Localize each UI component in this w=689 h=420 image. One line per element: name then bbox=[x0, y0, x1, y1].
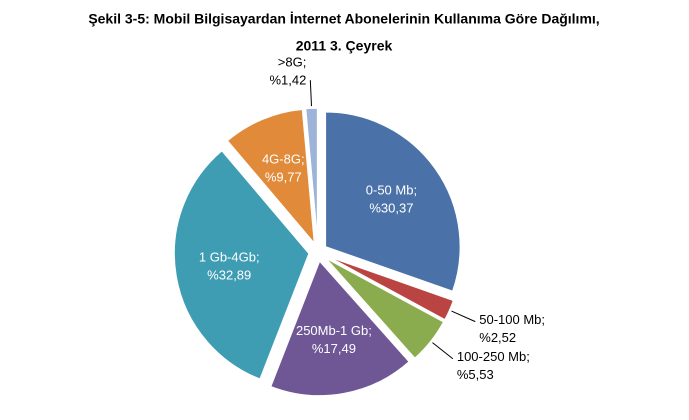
pie-slice bbox=[269, 259, 411, 397]
data-label: 250Mb-1 Gb; bbox=[296, 323, 372, 338]
data-label: 0-50 Mb; bbox=[366, 182, 417, 197]
leader-line bbox=[309, 80, 312, 107]
leader-line bbox=[432, 342, 454, 360]
chart-title: 2011 3. Çeyrek bbox=[296, 38, 393, 54]
data-label: %30,37 bbox=[369, 200, 413, 215]
data-label: %5,53 bbox=[457, 367, 494, 382]
data-label: 50-100 Mb; bbox=[479, 312, 545, 327]
pie-slice bbox=[324, 256, 445, 360]
chart-title: Şekil 3-5: Mobil Bilgisayardan İnternet … bbox=[88, 11, 599, 27]
pie-slice bbox=[324, 111, 462, 293]
data-label: %9,77 bbox=[265, 169, 302, 184]
pie-slice bbox=[226, 108, 316, 246]
data-label: %1,42 bbox=[269, 73, 306, 88]
data-label: %32,89 bbox=[207, 267, 251, 282]
data-label: >8G; bbox=[278, 55, 307, 70]
leader-line bbox=[451, 310, 476, 323]
data-label: 100-250 Mb; bbox=[457, 349, 530, 364]
data-label: 1 Gb-4Gb; bbox=[199, 249, 260, 264]
data-label: 4G-8G; bbox=[262, 151, 305, 166]
pie-slice bbox=[304, 107, 319, 244]
pie-slice bbox=[325, 254, 455, 321]
data-label: %17,49 bbox=[312, 341, 356, 356]
data-label: %2,52 bbox=[479, 330, 516, 345]
pie-slice bbox=[173, 149, 310, 381]
